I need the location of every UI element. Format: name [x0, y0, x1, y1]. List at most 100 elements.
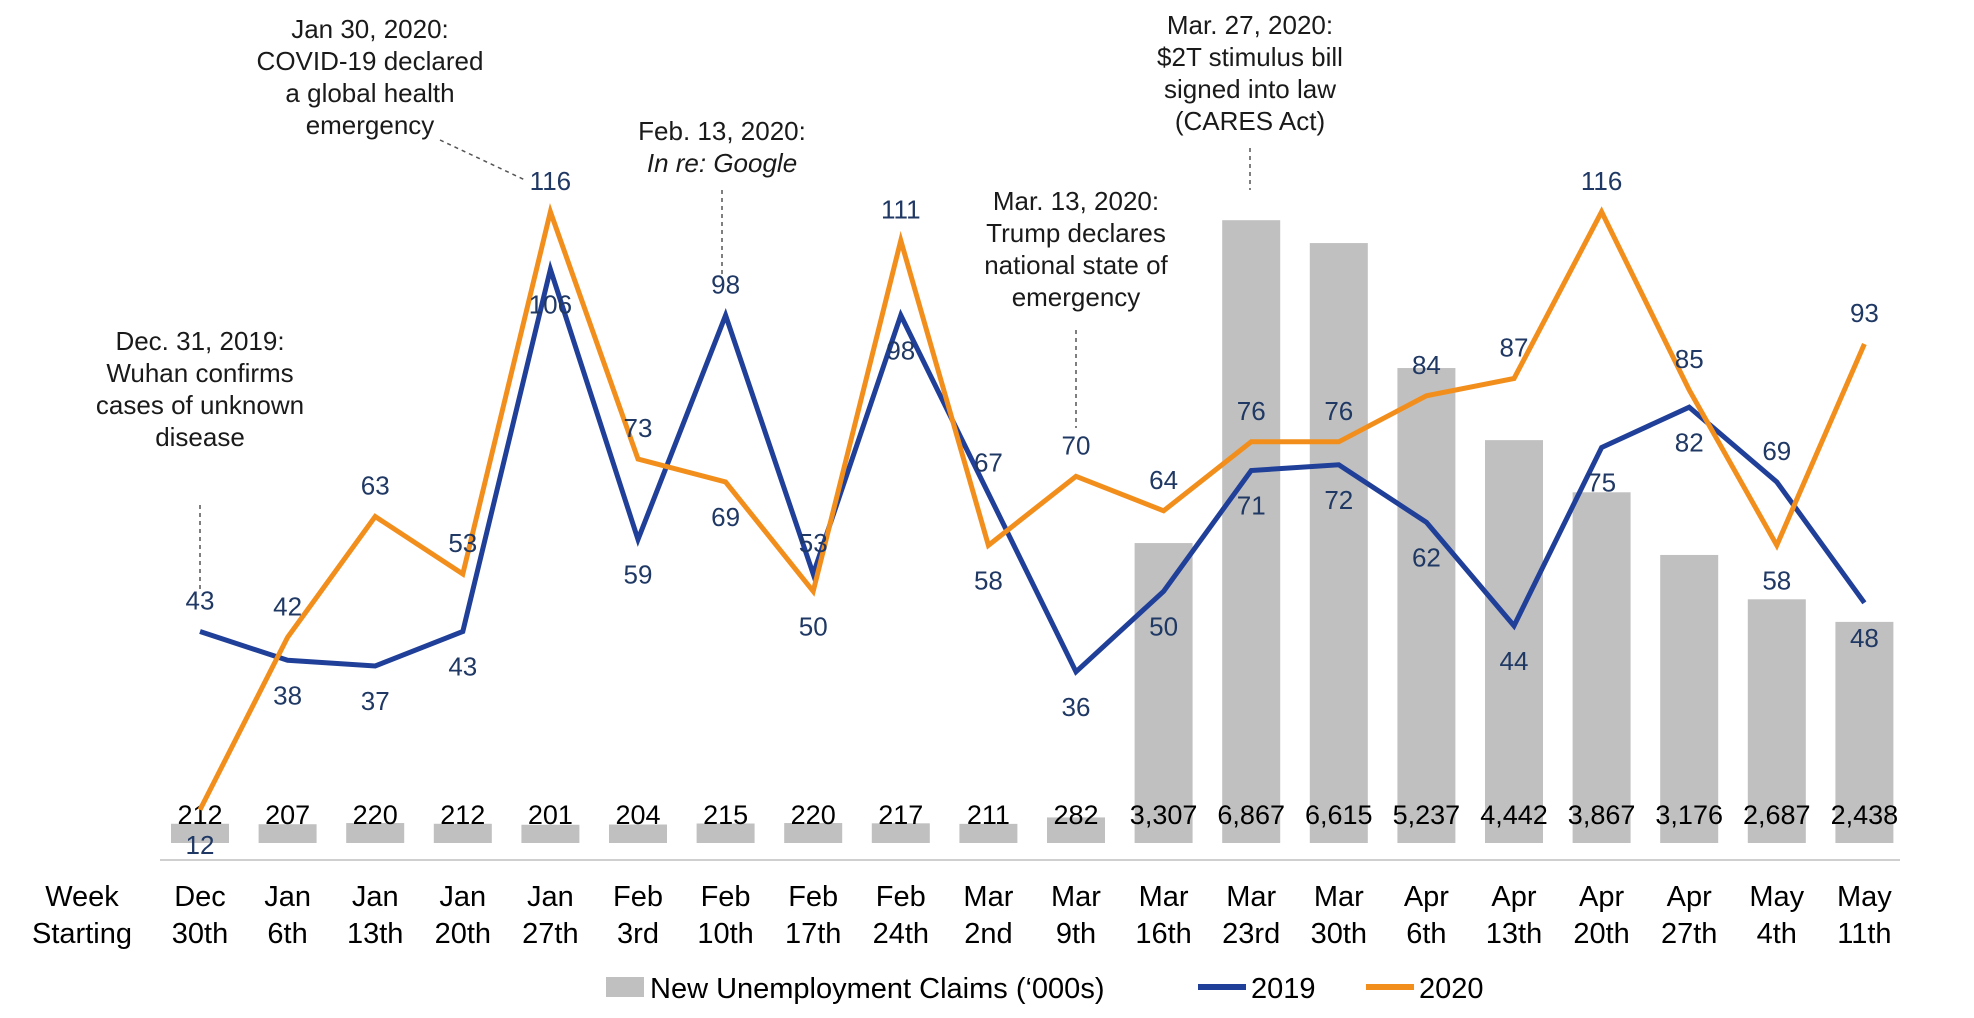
point-label-2019: 71 — [1237, 491, 1266, 521]
annotation-text: cases of unknown — [96, 390, 304, 420]
bars-group — [171, 220, 1893, 843]
point-label-2020: 70 — [1062, 430, 1091, 460]
x-tick-label: Apr — [1667, 881, 1712, 913]
point-label-2020: 58 — [1762, 565, 1791, 595]
point-label-2019: 69 — [1762, 436, 1791, 466]
bar — [1485, 440, 1543, 843]
x-tick-label: 27th — [1661, 918, 1717, 950]
x-axis-title-line1: Week — [45, 881, 119, 913]
bar-value-label: 3,867 — [1568, 800, 1636, 830]
point-label-2019: 37 — [361, 686, 390, 716]
x-tick-label: Feb — [613, 881, 663, 913]
point-label-2020: 116 — [530, 166, 571, 196]
annotation-text: Dec. 31, 2019: — [115, 326, 284, 356]
annotation-text: disease — [155, 422, 245, 452]
point-label-2020: 93 — [1850, 298, 1879, 328]
x-tick-label: 6th — [1406, 918, 1446, 950]
x-tick-label: Apr — [1404, 881, 1449, 913]
bar-value-label: 2,438 — [1831, 800, 1899, 830]
legend-label-2019: 2019 — [1251, 973, 1316, 1005]
legend-swatch-claims — [606, 977, 644, 997]
annotations: Dec. 31, 2019:Wuhan confirmscases of unk… — [96, 10, 1343, 452]
x-tick-label: 3rd — [617, 918, 659, 950]
x-tick-label: 20th — [1573, 918, 1629, 950]
x-tick-label: 13th — [347, 918, 403, 950]
point-label-2020: 76 — [1237, 396, 1266, 426]
point-label-2019: 44 — [1500, 646, 1529, 676]
bar-value-label: 282 — [1053, 800, 1098, 830]
x-tick-label: Jan — [352, 881, 399, 913]
legend-label-claims: New Unemployment Claims (‘000s) — [650, 973, 1104, 1005]
annotation-text: COVID-19 declared — [257, 46, 484, 76]
point-label-2020: 85 — [1675, 344, 1704, 374]
annotation-leader — [440, 140, 525, 180]
x-tick-label: 23rd — [1222, 918, 1280, 950]
x-tick-label: Jan — [527, 881, 574, 913]
x-tick-label: Apr — [1579, 881, 1624, 913]
x-tick-label: 6th — [267, 918, 307, 950]
bar-value-label: 212 — [440, 800, 485, 830]
bar-value-label: 211 — [967, 800, 1010, 830]
x-tick-label: Jan — [439, 881, 486, 913]
x-tick-label: Feb — [788, 881, 838, 913]
point-label-2020: 116 — [1581, 166, 1622, 196]
point-label-2020: 76 — [1324, 396, 1353, 426]
annotation-text: (CARES Act) — [1175, 106, 1325, 136]
x-tick-label: Feb — [701, 881, 751, 913]
annotation-text: emergency — [1012, 282, 1141, 312]
x-tick-label: 30th — [1311, 918, 1367, 950]
point-label-2019: 50 — [1149, 611, 1178, 641]
annotation-text: In re: Google — [647, 148, 797, 178]
bar — [1310, 243, 1368, 843]
x-tick-label: 9th — [1056, 918, 1096, 950]
x-tick-label: 17th — [785, 918, 841, 950]
bar-value-label: 217 — [878, 800, 923, 830]
bar-value-label: 6,615 — [1305, 800, 1373, 830]
point-label-2020: 73 — [624, 413, 653, 443]
point-label-2019: 36 — [1062, 692, 1091, 722]
bar — [1397, 368, 1455, 843]
x-tick-label: Mar — [963, 881, 1013, 913]
x-tick-label: 20th — [435, 918, 491, 950]
x-tick-label: 4th — [1757, 918, 1797, 950]
point-label-2020: 12 — [186, 830, 215, 860]
annotation-text: a global health — [285, 78, 454, 108]
point-label-2019: 98 — [711, 269, 740, 299]
bar-value-label: 201 — [528, 800, 573, 830]
annotation-text: Trump declares — [986, 218, 1166, 248]
x-tick-label: Mar — [1226, 881, 1276, 913]
annotation-text: emergency — [306, 110, 435, 140]
bar-value-label: 4,442 — [1480, 800, 1548, 830]
bar-value-label: 220 — [353, 800, 398, 830]
point-label-2020: 50 — [799, 611, 828, 641]
x-tick-label: May — [1837, 881, 1892, 913]
point-label-2019: 98 — [886, 335, 915, 365]
annotation-text: national state of — [984, 250, 1168, 280]
point-label-2019: 59 — [624, 560, 653, 590]
point-label-2020: 53 — [448, 528, 477, 558]
bar-value-label: 220 — [791, 800, 836, 830]
x-tick-label: 13th — [1486, 918, 1542, 950]
annotation-text: Mar. 13, 2020: — [993, 186, 1159, 216]
x-tick-label: Mar — [1139, 881, 1189, 913]
bar-value-label: 207 — [265, 800, 310, 830]
x-tick-label: 16th — [1135, 918, 1191, 950]
point-label-2019: 67 — [974, 448, 1003, 478]
legend: New Unemployment Claims (‘000s) 2019 202… — [606, 973, 1484, 1005]
point-label-2020: 42 — [273, 591, 302, 621]
bar-value-label: 5,237 — [1393, 800, 1461, 830]
annotation-text: $2T stimulus bill — [1157, 42, 1343, 72]
annotation-text: signed into law — [1164, 74, 1336, 104]
point-label-2019: 43 — [448, 652, 477, 682]
x-tick-label: Feb — [876, 881, 926, 913]
point-label-2020: 111 — [881, 195, 921, 225]
x-tick-label: 24th — [873, 918, 929, 950]
x-tick-label: Mar — [1314, 881, 1364, 913]
point-label-2019: 75 — [1587, 468, 1616, 498]
x-tick-label: 30th — [172, 918, 228, 950]
bar-value-label: 6,867 — [1217, 800, 1285, 830]
legend-label-2020: 2020 — [1419, 973, 1484, 1005]
annotation-text: Mar. 27, 2020: — [1167, 10, 1333, 40]
point-label-2019: 106 — [529, 289, 572, 319]
